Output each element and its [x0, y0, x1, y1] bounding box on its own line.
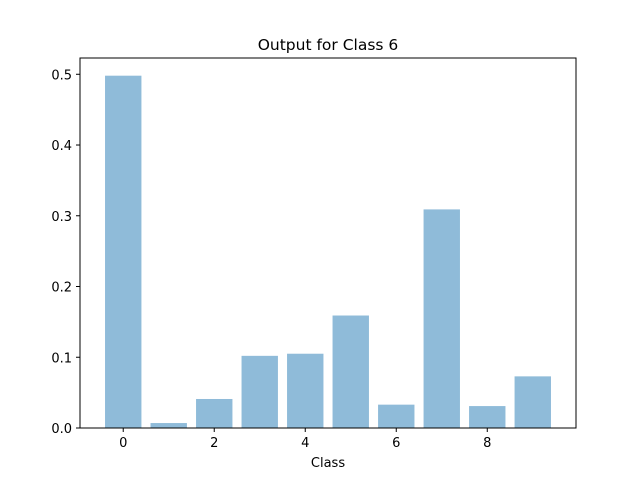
x-tick-label: 2	[210, 436, 218, 451]
plot-area-frame	[79, 57, 577, 429]
x-axis-ticks: 0 2 4 6 8	[119, 428, 491, 451]
x-tick-label: 4	[301, 436, 309, 451]
y-axis-ticks: 0.0 0.1 0.2 0.3 0.4 0.5	[51, 68, 80, 437]
y-tick-label: 0.3	[51, 210, 72, 225]
bar-class-0	[105, 75, 142, 428]
x-axis-title: Class	[311, 456, 345, 471]
bar-class-3	[241, 355, 278, 428]
bar-class-6	[378, 404, 415, 428]
bar-class-8	[469, 406, 506, 428]
x-tick-label: 6	[392, 436, 400, 451]
y-tick-label: 0.1	[51, 351, 72, 366]
y-tick-label: 0.4	[51, 139, 72, 154]
bar-class-1	[150, 423, 187, 428]
y-tick-label: 0.5	[51, 68, 72, 83]
chart-title: Output for Class 6	[258, 36, 399, 54]
bar-class-5	[332, 315, 369, 428]
bar-class-9	[514, 376, 551, 428]
bar-class-7	[423, 209, 460, 428]
bar-class-2	[196, 398, 233, 428]
bars-group	[105, 75, 551, 428]
x-tick-label: 8	[483, 436, 491, 451]
bar-class-4	[287, 353, 324, 428]
y-tick-label: 0.0	[51, 422, 72, 437]
y-tick-label: 0.2	[51, 281, 72, 296]
x-tick-label: 0	[119, 436, 127, 451]
